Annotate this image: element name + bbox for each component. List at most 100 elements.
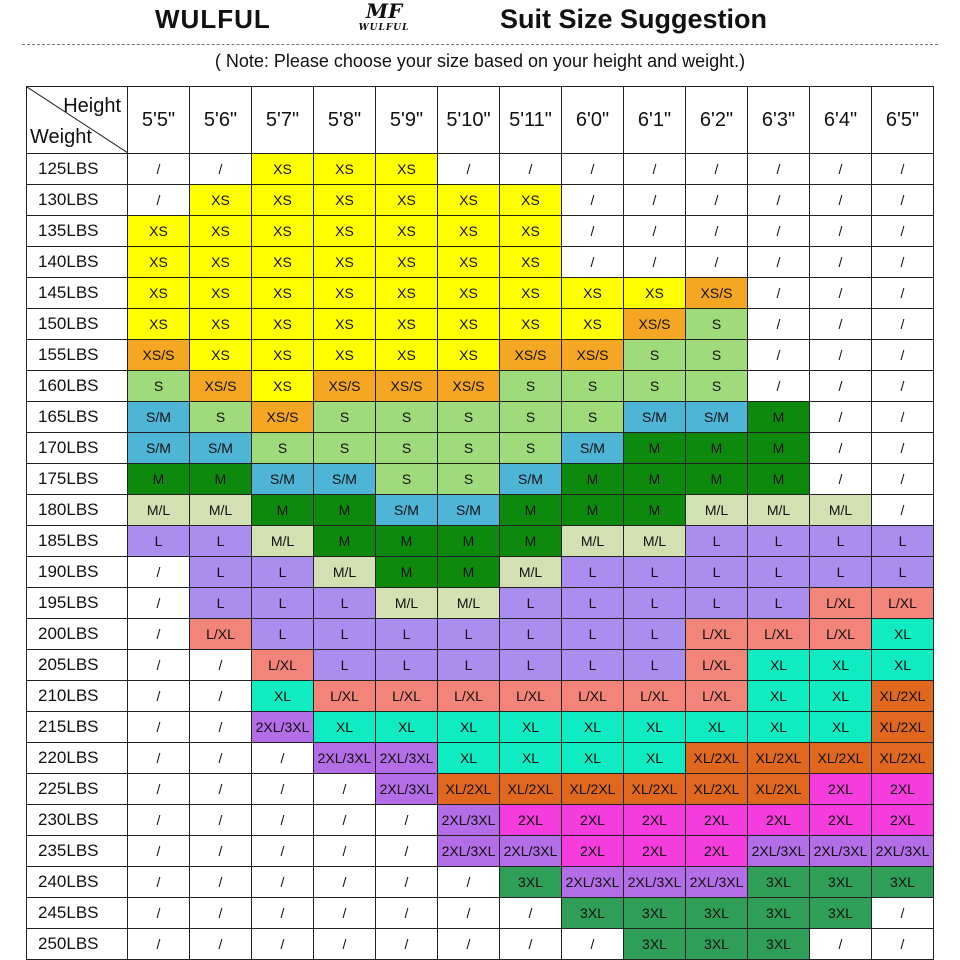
- weight-label-cell: 150LBS: [26, 308, 128, 340]
- size-cell: XL: [623, 711, 686, 743]
- size-cell: 3XL: [685, 928, 748, 960]
- size-cell-empty: /: [251, 804, 314, 836]
- size-cell-empty: /: [189, 897, 252, 929]
- size-cell: XS: [251, 308, 314, 340]
- size-cell: 2XL/3XL: [313, 742, 376, 774]
- size-cell-empty: /: [189, 711, 252, 743]
- size-cell: XL/2XL: [561, 773, 624, 805]
- size-cell-empty: /: [623, 246, 686, 278]
- weight-label-cell: 215LBS: [26, 711, 128, 743]
- size-cell-empty: /: [747, 215, 810, 247]
- size-cell: M: [747, 401, 810, 433]
- size-cell: 2XL/3XL: [437, 804, 500, 836]
- table-row: 170LBS S/M S/M S S S S S S/M M M M / /: [26, 432, 934, 464]
- corner-diagonal: [27, 87, 127, 153]
- size-cell: M/L: [623, 525, 686, 557]
- size-cell: L: [313, 587, 376, 619]
- header-divider: [22, 44, 938, 45]
- size-cell-empty: /: [623, 153, 686, 185]
- size-cell: M/L: [499, 556, 562, 588]
- size-cell-empty: /: [871, 308, 934, 340]
- size-cell: L: [871, 556, 934, 588]
- size-cell: L: [809, 556, 872, 588]
- size-cell: M: [623, 463, 686, 495]
- table-corner-cell: Height Weight: [26, 86, 128, 154]
- brand-logo: MF WULFUL: [353, 0, 415, 38]
- size-cell-empty: /: [251, 742, 314, 774]
- size-cell: XS: [189, 246, 252, 278]
- size-cell: S/M: [685, 401, 748, 433]
- table-row: 160LBS S XS/S XS XS/S XS/S XS/S S S S S / / /: [26, 370, 934, 402]
- size-cell: XS/S: [623, 308, 686, 340]
- size-cell-empty: /: [189, 649, 252, 681]
- size-cell: XS: [437, 339, 500, 371]
- size-cell: 2XL: [809, 804, 872, 836]
- size-cell: XL: [809, 680, 872, 712]
- size-cell: XS/S: [313, 370, 376, 402]
- size-cell: XL/2XL: [685, 773, 748, 805]
- size-cell-empty: /: [809, 277, 872, 309]
- table-row: 130LBS / XS XS XS XS XS XS / / / / / /: [26, 184, 934, 216]
- size-cell: XL/2XL: [437, 773, 500, 805]
- size-cell: XL: [499, 711, 562, 743]
- size-cell: XL: [871, 649, 934, 681]
- size-cell-empty: /: [313, 804, 376, 836]
- size-cell: XS: [251, 153, 314, 185]
- size-cell: XS: [313, 308, 376, 340]
- size-cell: M: [375, 525, 438, 557]
- header: WULFUL MF WULFUL Suit Size Suggestion: [0, 0, 960, 44]
- size-cell: S: [437, 401, 500, 433]
- size-cell-empty: /: [747, 277, 810, 309]
- size-cell: XL: [499, 742, 562, 774]
- size-cell: S: [499, 370, 562, 402]
- size-cell: L: [561, 618, 624, 650]
- size-cell: XS/S: [499, 339, 562, 371]
- weight-label-cell: 155LBS: [26, 339, 128, 371]
- size-cell: L: [189, 587, 252, 619]
- size-cell-empty: /: [871, 494, 934, 526]
- size-cell-empty: /: [747, 246, 810, 278]
- size-cell: S: [499, 401, 562, 433]
- size-cell: 2XL/3XL: [809, 835, 872, 867]
- weight-label-cell: 225LBS: [26, 773, 128, 805]
- size-cell: 2XL: [871, 773, 934, 805]
- size-cell: S: [437, 463, 500, 495]
- table-row: 185LBS L L M/L M M M M M/L M/L L L L L: [26, 525, 934, 557]
- size-cell: XS: [127, 277, 190, 309]
- size-cell: L: [251, 556, 314, 588]
- size-cell: S: [561, 370, 624, 402]
- size-cell-empty: /: [685, 153, 748, 185]
- size-cell-empty: /: [189, 804, 252, 836]
- size-cell: XS: [375, 246, 438, 278]
- size-cell: XS: [313, 339, 376, 371]
- size-cell: L/XL: [747, 618, 810, 650]
- size-cell: 3XL: [747, 897, 810, 929]
- size-cell-empty: /: [437, 866, 500, 898]
- size-cell: XS: [375, 184, 438, 216]
- size-cell: L/XL: [499, 680, 562, 712]
- size-cell: XL/2XL: [871, 680, 934, 712]
- size-cell-empty: /: [313, 897, 376, 929]
- size-cell: XS: [375, 277, 438, 309]
- size-cell-empty: /: [871, 277, 934, 309]
- size-cell-empty: /: [871, 184, 934, 216]
- size-cell: XS: [375, 308, 438, 340]
- weight-label-cell: 245LBS: [26, 897, 128, 929]
- size-cell: XS: [251, 184, 314, 216]
- size-cell: XS: [437, 246, 500, 278]
- height-header-cell: 5'11": [499, 86, 562, 154]
- size-cell-empty: /: [127, 556, 190, 588]
- size-cell: L/XL: [871, 587, 934, 619]
- size-cell: L: [561, 587, 624, 619]
- page-title: Suit Size Suggestion: [500, 4, 768, 34]
- size-cell: 3XL: [623, 928, 686, 960]
- height-header-cell: 5'9": [375, 86, 438, 154]
- size-cell-empty: /: [127, 680, 190, 712]
- size-cell: 2XL: [747, 804, 810, 836]
- size-cell: M: [189, 463, 252, 495]
- size-cell: S: [375, 401, 438, 433]
- size-cell-empty: /: [809, 432, 872, 464]
- size-cell: XS: [127, 308, 190, 340]
- weight-label-cell: 185LBS: [26, 525, 128, 557]
- size-cell-empty: /: [375, 804, 438, 836]
